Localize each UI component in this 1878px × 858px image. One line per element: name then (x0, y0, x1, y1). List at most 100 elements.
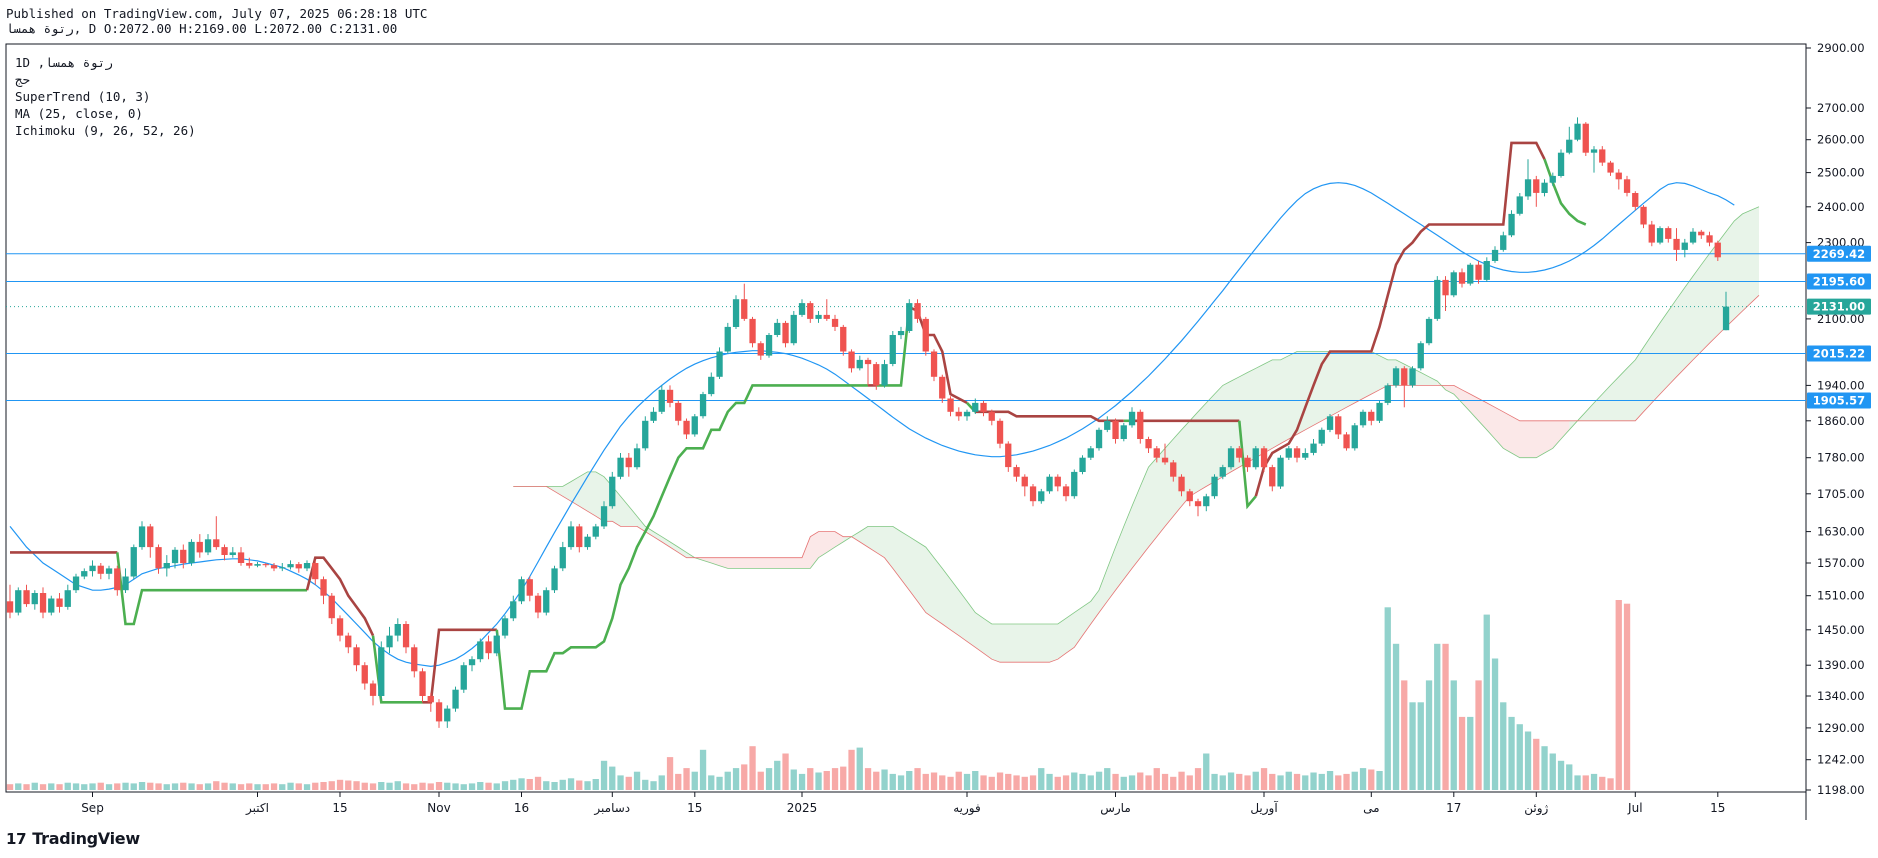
candle (691, 414, 698, 437)
candle (1582, 122, 1589, 156)
candle-body (312, 563, 319, 580)
volume-bar (64, 782, 71, 790)
volume-bar (1343, 773, 1350, 790)
candle-body (279, 567, 286, 569)
candle-body (452, 689, 459, 709)
candle (1557, 149, 1565, 178)
volume-bar (130, 783, 137, 790)
candle (592, 523, 599, 540)
candle-body (353, 647, 360, 666)
volume-bar (625, 776, 632, 790)
candle-body (1665, 228, 1672, 239)
volume-bar (402, 783, 410, 790)
volume-bar (1104, 768, 1111, 790)
volume-bar (881, 769, 888, 790)
candle (1368, 409, 1375, 426)
price-labels: 2269.42 2195.60 2015.22 1905.57 2131.00 (1807, 245, 1871, 409)
volume-bar (1607, 778, 1614, 790)
candle-body (1533, 179, 1540, 193)
candle (633, 443, 641, 470)
volume-bar (996, 772, 1004, 790)
candle (1640, 205, 1647, 229)
candle-body (147, 526, 154, 548)
candle (493, 632, 500, 657)
candle-body (716, 351, 723, 377)
volume-bar (295, 783, 302, 790)
candle-body (600, 506, 608, 527)
volume-bar (188, 783, 195, 790)
candle-body (699, 394, 707, 417)
volume-bar (180, 782, 187, 790)
candle-body (1500, 235, 1507, 250)
volume-bar (518, 778, 525, 790)
volume-bar (237, 784, 245, 790)
legend-ma[interactable]: MA (25, close, 0) (15, 106, 143, 121)
candle-body (840, 326, 847, 352)
candle-body (1087, 448, 1094, 458)
candle-body (1285, 448, 1292, 458)
candle (526, 576, 533, 602)
candle-body (221, 547, 228, 555)
volume-bar (765, 768, 773, 790)
candle-body (1706, 235, 1713, 243)
candle-body (1417, 343, 1424, 369)
candle-body (386, 635, 393, 648)
legend-supertrend[interactable]: SuperTrend (10, 3) (15, 89, 151, 104)
candle (889, 331, 896, 367)
volume-bar (782, 753, 789, 790)
volume-bar (221, 782, 228, 790)
volume-bar (567, 778, 575, 790)
tradingview-brand[interactable]: 17 TradingView (6, 829, 140, 848)
candle-body (1458, 272, 1466, 284)
volume-bar (163, 784, 170, 790)
candle (39, 587, 47, 619)
tradingview-logo-icon: 17 (6, 829, 27, 848)
volume-bar (345, 780, 352, 790)
candle (534, 593, 542, 619)
volume-bar (493, 783, 500, 790)
candle (642, 416, 649, 451)
candle (1178, 474, 1185, 497)
x-tick-label: 15 (687, 801, 702, 815)
candle (328, 593, 335, 624)
level-price-label-text: 2195.60 (1813, 275, 1865, 289)
candle (600, 501, 608, 529)
volume-bar (171, 783, 179, 790)
volume-bar (270, 783, 278, 790)
supertrend-segment (422, 628, 497, 704)
volume-bar (1277, 775, 1284, 790)
candle (1648, 220, 1655, 247)
candle-body (1079, 457, 1086, 472)
candle (1467, 262, 1474, 286)
symbol-ohlc-line: رتوة همسا, D O:2072.00 H:2169.00 L:2072.… (6, 21, 398, 36)
candle (840, 324, 847, 356)
candle (1269, 464, 1276, 492)
candle (188, 539, 195, 566)
candle (1013, 464, 1020, 482)
candle-body (15, 590, 22, 613)
candle (72, 573, 80, 593)
candle-body (31, 593, 38, 605)
volume-bar (1013, 775, 1020, 790)
horizontal-levels[interactable] (6, 253, 1806, 401)
candle (312, 560, 319, 585)
candle (1483, 257, 1490, 282)
candle (807, 301, 814, 323)
volume-bar (452, 783, 459, 790)
legend-ichimoku[interactable]: Ichimoku (9, 26, 52, 26) (15, 123, 196, 138)
candle (1244, 455, 1251, 472)
candle (675, 400, 682, 426)
cloud-segment (843, 351, 1438, 663)
candle (798, 299, 806, 317)
candle-body (708, 376, 715, 395)
candle (1343, 432, 1350, 451)
volume-bar (848, 749, 855, 790)
volume-bar (1211, 773, 1218, 790)
time-axis[interactable]: Sep اكتبر 15 Nov 16 دسامبر 15 2025 فوریه مارس آوری… (81, 792, 1725, 816)
chart-frame (5, 43, 1807, 793)
candle-body (1442, 279, 1449, 296)
price-axis[interactable]: 1198.00 1242.00 1290.00 1340.00 1390.00 1450.… (1806, 41, 1865, 797)
candle-body (295, 564, 302, 569)
y-tick-label: 1630.00 (1817, 525, 1865, 539)
